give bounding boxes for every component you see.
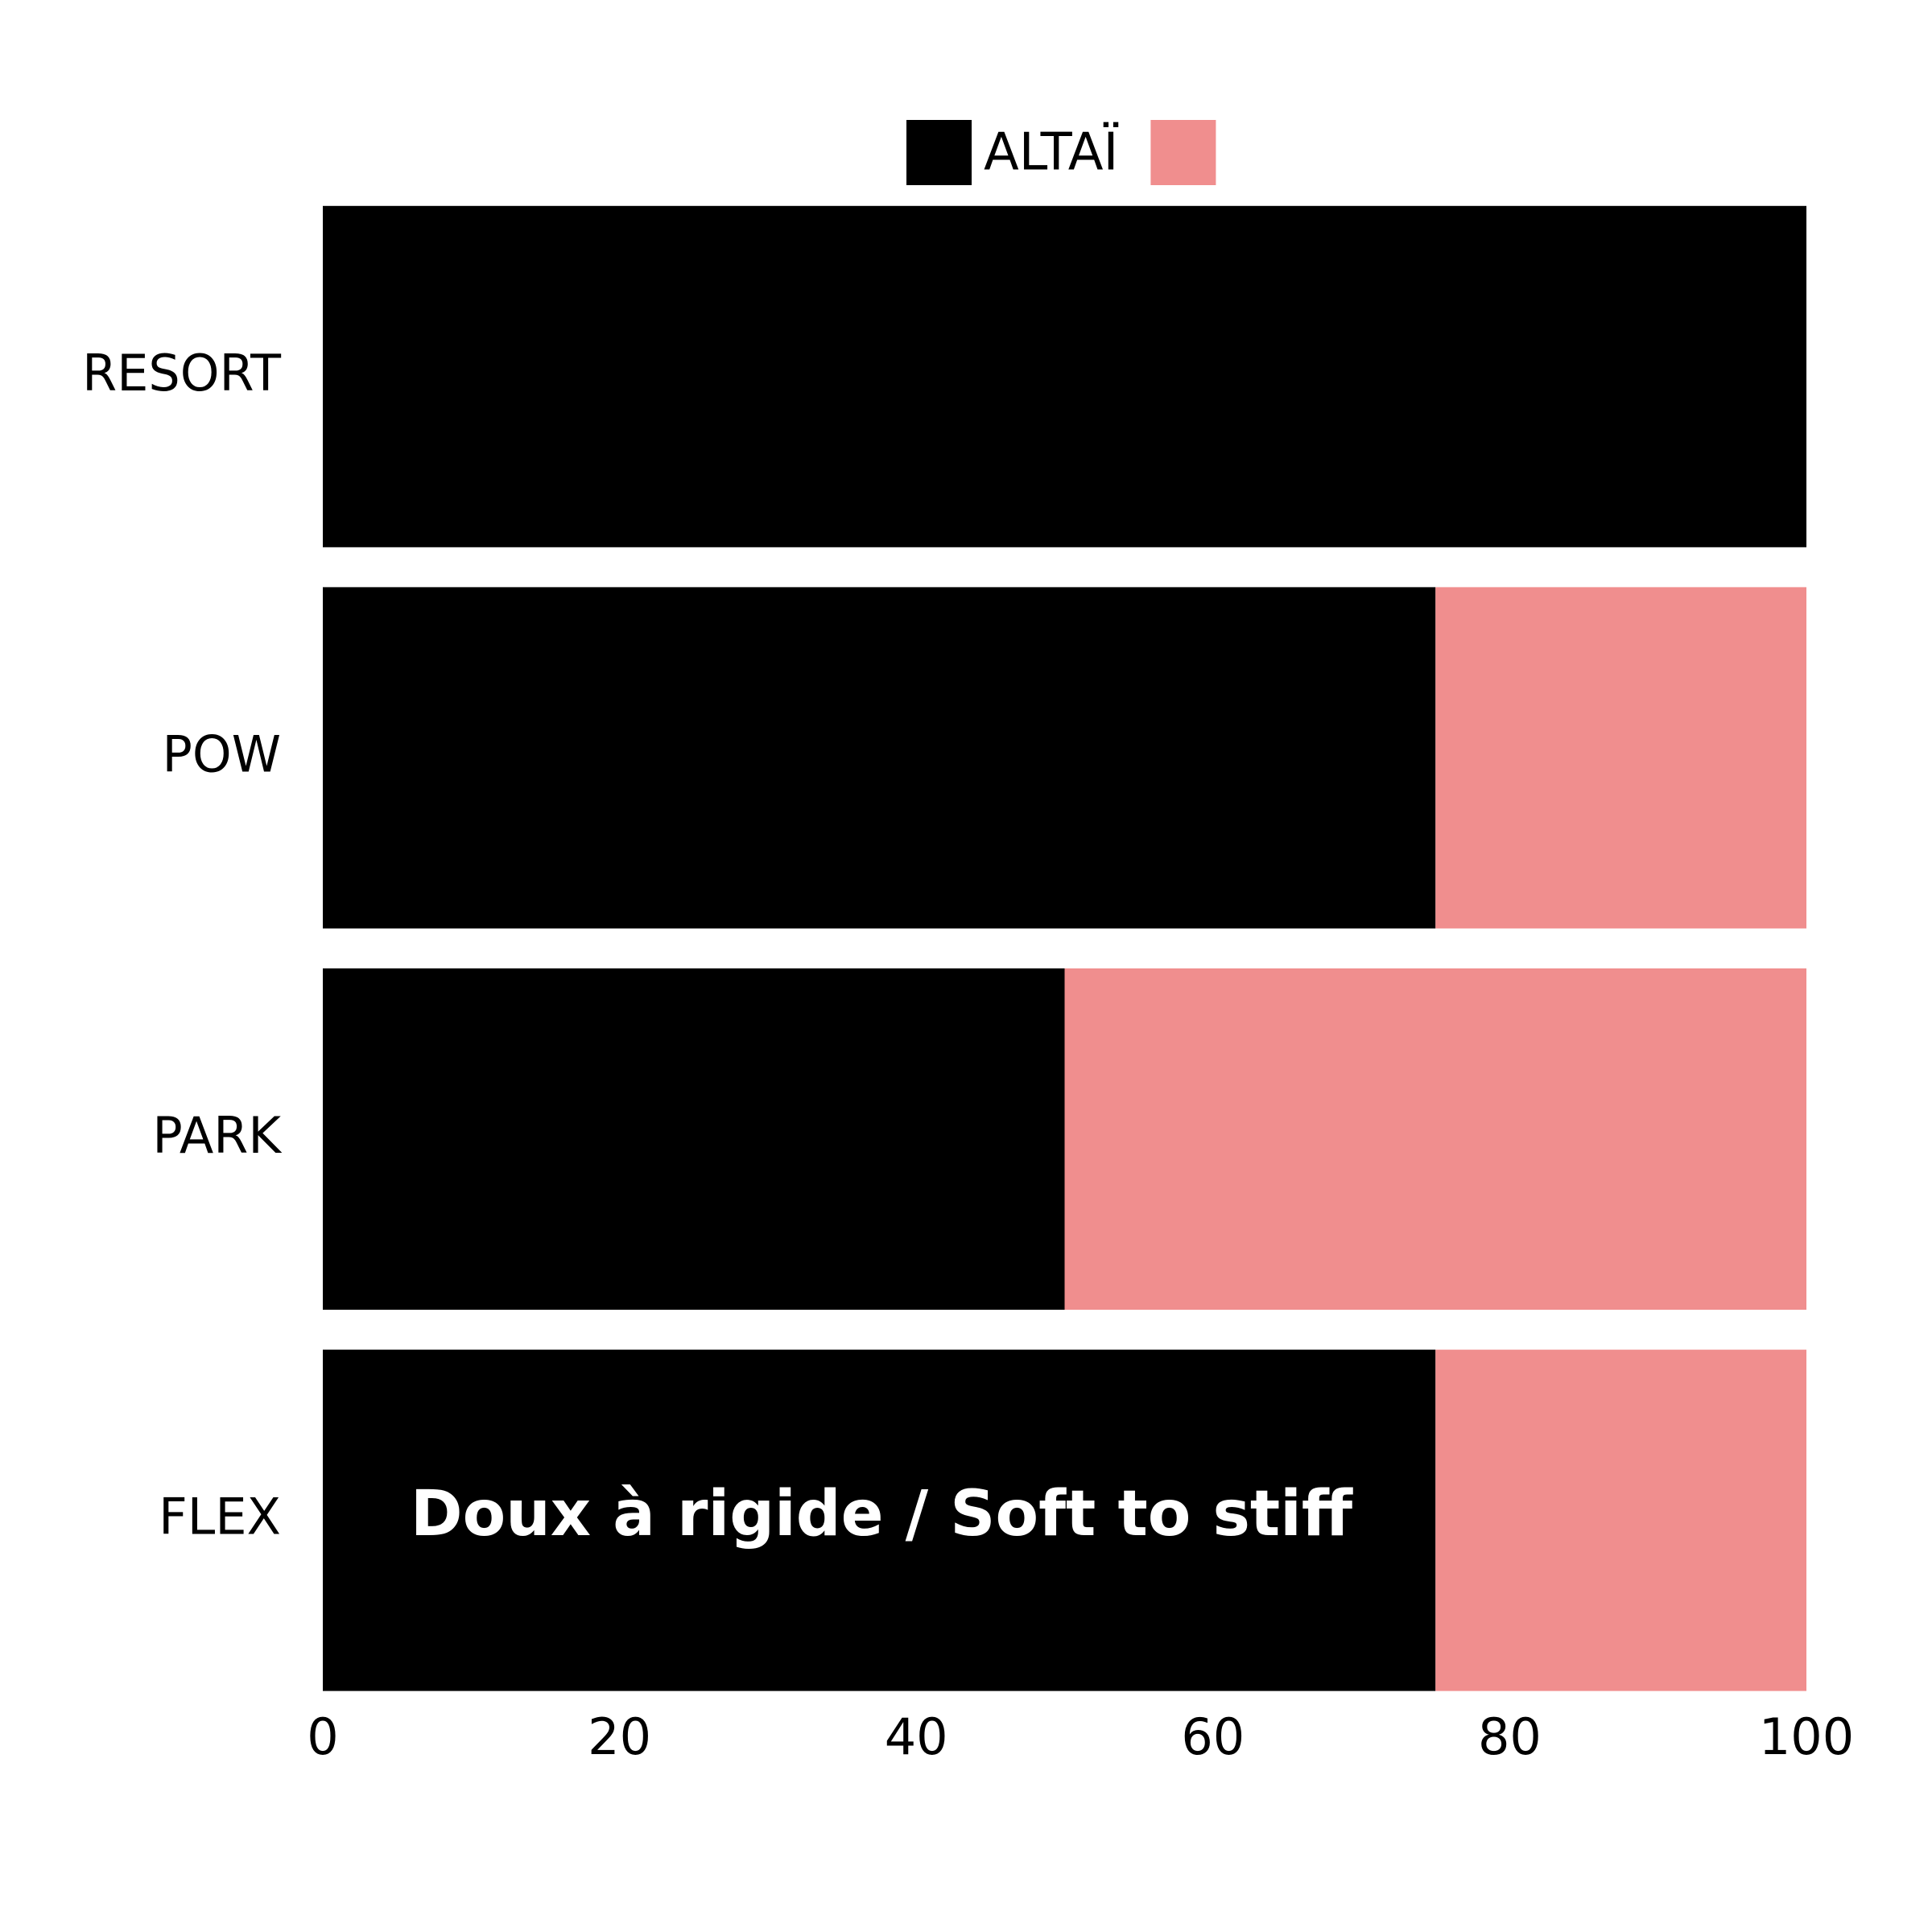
bar-segment <box>323 587 1436 929</box>
annotation: Doux à rigide / Soft to stiff <box>411 1478 1353 1550</box>
x-tick-label: 80 <box>1478 1707 1542 1766</box>
x-tick-label: 100 <box>1759 1707 1854 1766</box>
bar-segment <box>323 205 1806 547</box>
bar-segment <box>1435 587 1806 929</box>
x-tick-label: 20 <box>588 1707 651 1766</box>
legend-swatch <box>906 120 972 185</box>
y-tick-label: PARK <box>152 1106 282 1165</box>
x-tick-label: 60 <box>1181 1707 1245 1766</box>
bar-segment <box>323 968 1065 1310</box>
bar-segment <box>323 1349 1436 1691</box>
bar-segment <box>1064 968 1806 1310</box>
legend-swatch <box>1150 120 1216 185</box>
y-tick-label: POW <box>163 724 282 783</box>
bar-segment <box>1435 1349 1806 1691</box>
legend-label: ALTAÏ <box>984 122 1119 183</box>
x-tick-label: 40 <box>885 1707 948 1766</box>
x-tick-label: 0 <box>307 1707 338 1766</box>
y-tick-label: FLEX <box>159 1488 281 1546</box>
y-tick-label: RESORT <box>82 344 282 402</box>
